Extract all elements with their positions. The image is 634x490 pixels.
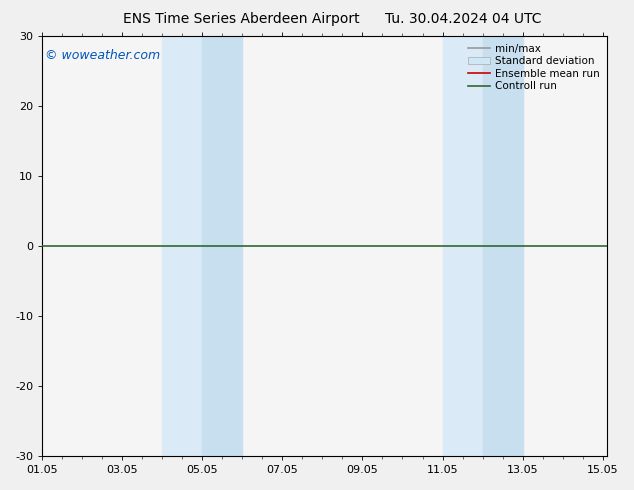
Text: © woweather.com: © woweather.com: [45, 49, 160, 62]
Text: Tu. 30.04.2024 04 UTC: Tu. 30.04.2024 04 UTC: [385, 12, 541, 26]
Bar: [482, 36, 522, 456]
Bar: [443, 36, 482, 456]
Bar: [162, 36, 202, 456]
Legend: min/max, Standard deviation, Ensemble mean run, Controll run: min/max, Standard deviation, Ensemble me…: [465, 42, 602, 94]
Bar: [202, 36, 242, 456]
Text: ENS Time Series Aberdeen Airport: ENS Time Series Aberdeen Airport: [122, 12, 359, 26]
